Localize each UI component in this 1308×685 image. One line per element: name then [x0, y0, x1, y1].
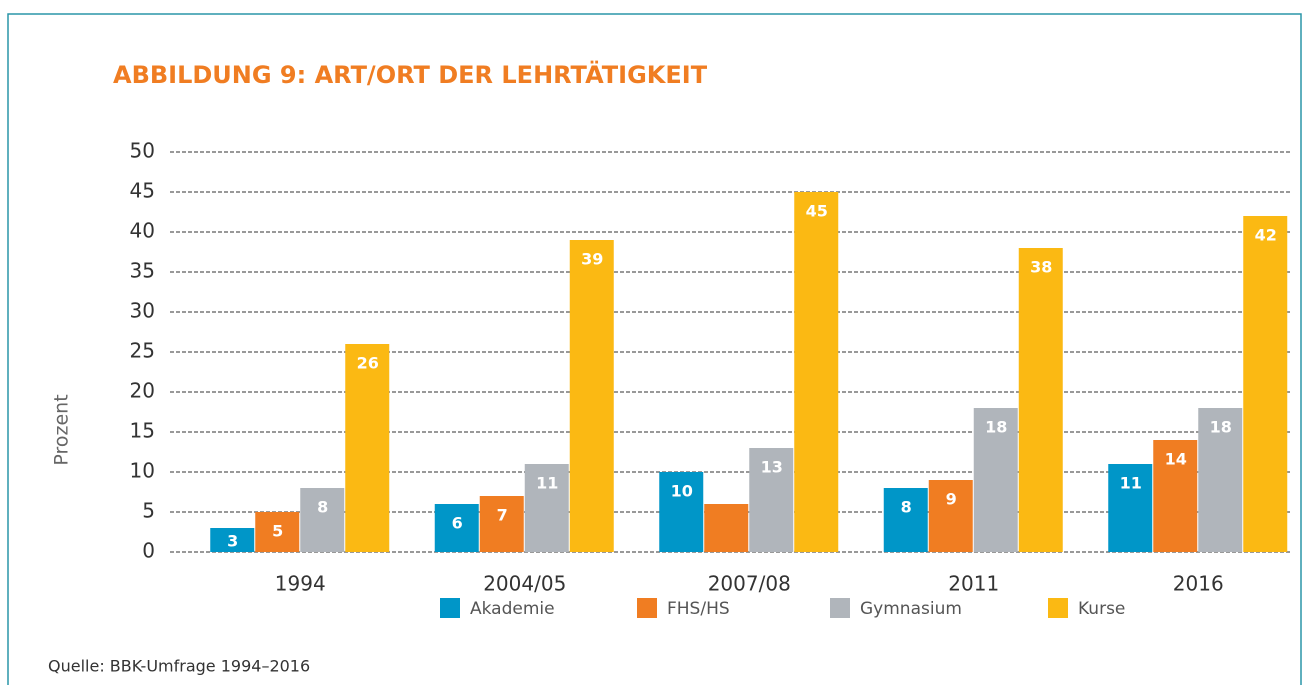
bar	[434, 504, 479, 552]
bar	[345, 344, 390, 552]
bar	[749, 448, 794, 552]
data-label: 11	[1120, 474, 1142, 493]
y-tick-label: 0	[142, 539, 155, 563]
data-label: 26	[357, 354, 379, 373]
data-label: 38	[1030, 258, 1052, 277]
data-label: 14	[1165, 450, 1187, 469]
legend-swatch	[1048, 598, 1068, 618]
y-tick-label: 10	[130, 459, 155, 483]
data-label: 8	[317, 498, 328, 517]
x-tick-label: 2016	[1173, 572, 1224, 596]
legend-label: Akademie	[470, 599, 555, 619]
frame	[7, 13, 1302, 685]
data-label: 11	[536, 474, 558, 493]
bar	[524, 464, 569, 552]
y-tick-label: 30	[130, 299, 155, 323]
bar	[569, 240, 614, 552]
bar	[973, 408, 1018, 552]
bar	[704, 504, 749, 552]
data-label: 5	[272, 522, 283, 541]
source: Quelle: BBK-Umfrage 1994–2016	[48, 657, 310, 676]
y-tick-label: 15	[130, 419, 155, 443]
legend-label: Kurse	[1078, 599, 1125, 619]
bar	[794, 192, 839, 552]
data-label: 13	[761, 458, 783, 477]
bar	[1018, 248, 1063, 552]
y-tick-label: 20	[130, 379, 155, 403]
legend-label: Gymnasium	[860, 599, 962, 619]
bar	[659, 472, 704, 552]
bar	[928, 480, 973, 552]
chart-title: ABBILDUNG 9: ART/ORT DER LEHRTÄTIGKEIT	[113, 60, 708, 89]
y-tick-label: 25	[130, 339, 155, 363]
data-label: 8	[901, 498, 912, 517]
y-tick-label: 5	[142, 499, 155, 523]
legend-swatch	[440, 598, 460, 618]
bar	[210, 528, 255, 552]
bar	[479, 496, 524, 552]
data-label: 45	[806, 202, 828, 221]
data-label: 3	[227, 532, 238, 551]
data-label: 42	[1255, 226, 1277, 245]
x-tick-label: 2004/05	[483, 572, 566, 596]
y-tick-label: 50	[130, 139, 155, 163]
bar	[1243, 216, 1288, 552]
data-label: 9	[946, 490, 957, 509]
legend-swatch	[830, 598, 850, 618]
bar	[883, 488, 928, 552]
y-tick-label: 35	[130, 259, 155, 283]
data-label: 10	[671, 482, 693, 501]
y-axis-label: Prozent	[51, 394, 73, 465]
x-tick-label: 2011	[948, 572, 999, 596]
bar	[300, 488, 345, 552]
data-label: 7	[497, 506, 508, 525]
bar	[1198, 408, 1243, 552]
data-label: 39	[581, 250, 603, 269]
bar	[1108, 464, 1153, 552]
x-tick-label: 2007/08	[708, 572, 791, 596]
bar	[1153, 440, 1198, 552]
bar	[255, 512, 300, 552]
legend-swatch	[637, 598, 657, 618]
y-tick-label: 45	[130, 179, 155, 203]
y-tick-label: 40	[130, 219, 155, 243]
x-tick-label: 1994	[275, 572, 326, 596]
legend-label: FHS/HS	[667, 599, 730, 619]
data-label: 18	[985, 418, 1007, 437]
data-label: 18	[1210, 418, 1232, 437]
data-label: 6	[452, 514, 463, 533]
